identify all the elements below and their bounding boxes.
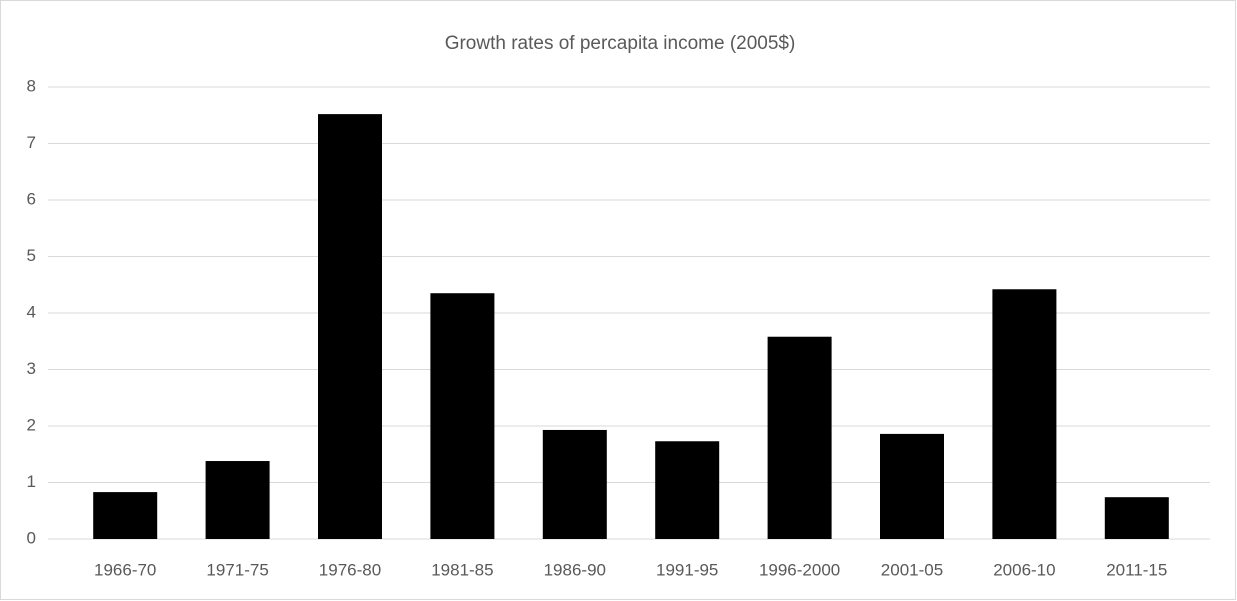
bar bbox=[318, 114, 382, 540]
bar bbox=[880, 433, 944, 539]
x-tick-label: 2011-15 bbox=[1106, 560, 1167, 579]
x-tick-label: 2006-10 bbox=[993, 560, 1055, 579]
chart-title: Growth rates of percapita income (2005$) bbox=[445, 33, 796, 54]
y-tick-label: 2 bbox=[27, 415, 36, 434]
x-tick-label: 1981-85 bbox=[431, 560, 493, 579]
bar bbox=[655, 441, 720, 539]
y-tick-label: 6 bbox=[27, 189, 36, 208]
y-tick-label: 7 bbox=[27, 133, 36, 152]
bar bbox=[1104, 497, 1169, 539]
y-tick-label: 1 bbox=[27, 472, 36, 491]
x-tick-label: 2001-05 bbox=[881, 560, 943, 579]
y-tick-label: 5 bbox=[27, 246, 36, 265]
x-tick-label: 1991-95 bbox=[656, 560, 718, 579]
bar bbox=[430, 293, 495, 539]
bar bbox=[542, 429, 607, 539]
bar bbox=[93, 492, 158, 539]
bar bbox=[767, 336, 832, 539]
x-tick-label: 1996-2000 bbox=[759, 560, 840, 579]
y-tick-label: 3 bbox=[27, 359, 36, 378]
x-tick-label: 1966-70 bbox=[94, 560, 156, 579]
x-tick-label: 1986-90 bbox=[544, 560, 606, 579]
y-tick-label: 0 bbox=[27, 528, 36, 547]
x-tick-label: 1976-80 bbox=[319, 560, 381, 579]
y-tick-label: 4 bbox=[27, 302, 36, 321]
y-tick-label: 8 bbox=[27, 76, 36, 95]
bar bbox=[992, 289, 1057, 539]
x-tick-label: 1971-75 bbox=[206, 560, 268, 579]
bar bbox=[205, 461, 270, 539]
